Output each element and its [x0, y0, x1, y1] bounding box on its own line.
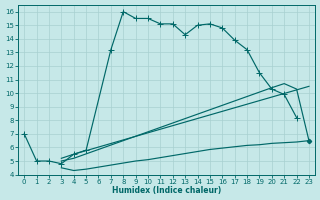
X-axis label: Humidex (Indice chaleur): Humidex (Indice chaleur) [112, 186, 221, 195]
